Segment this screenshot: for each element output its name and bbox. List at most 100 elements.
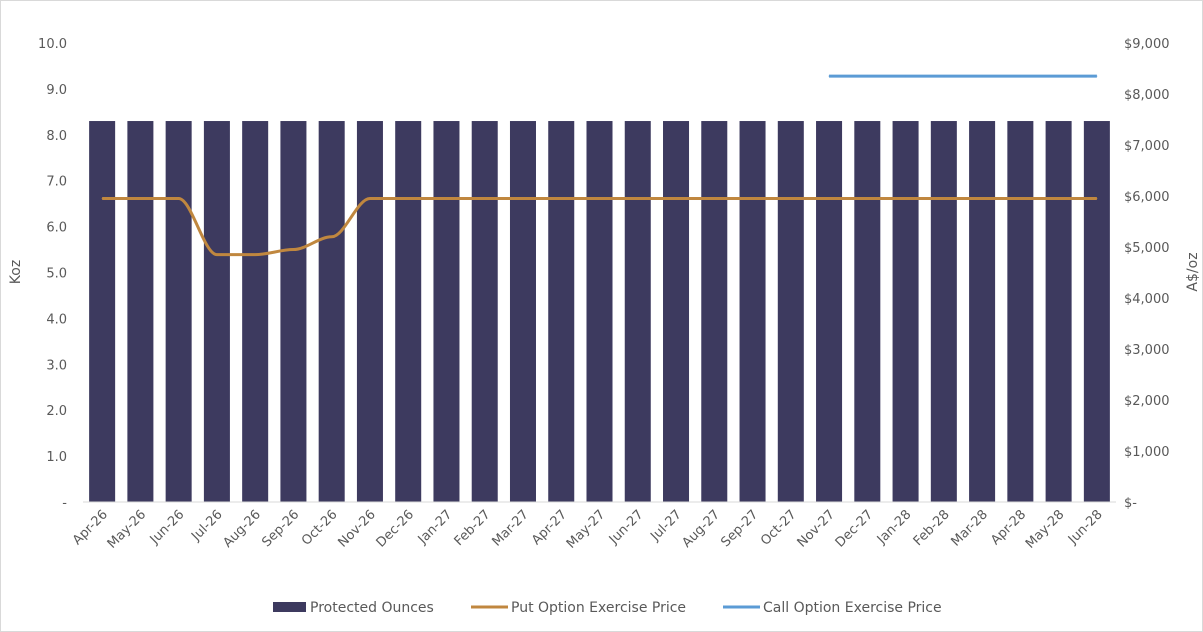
right-tick-label: $9,000 bbox=[1124, 37, 1170, 52]
bar-Jun-28 bbox=[1083, 121, 1110, 502]
line-point-1-Aug-26 bbox=[254, 254, 256, 256]
x-tick-label: Jul-26 bbox=[188, 507, 225, 544]
right-axis-title: A$/oz bbox=[1185, 252, 1201, 291]
line-series-1 bbox=[102, 197, 1097, 257]
line-point-1-Mar-27 bbox=[522, 198, 524, 200]
x-tick-label: May-28 bbox=[1023, 507, 1067, 551]
line-point-1-Jul-26 bbox=[216, 254, 218, 256]
line-point-1-Jun-26 bbox=[178, 198, 180, 200]
left-tick-label: - bbox=[62, 496, 67, 511]
x-tick-label: Jun-27 bbox=[606, 507, 647, 548]
bar-Mar-28 bbox=[969, 121, 996, 502]
bar-Dec-26 bbox=[395, 121, 422, 502]
left-axis-title: Koz bbox=[8, 260, 24, 284]
line-point-1-Sep-27 bbox=[752, 198, 754, 200]
bar-Sep-27 bbox=[739, 121, 766, 502]
line-point-2-Apr-28 bbox=[1019, 75, 1021, 77]
bar-Aug-26 bbox=[242, 121, 269, 502]
bar-Jan-27 bbox=[433, 121, 460, 502]
line-point-1-Dec-26 bbox=[407, 198, 409, 200]
bar-Feb-27 bbox=[471, 121, 498, 502]
right-axis-ticks: $- $1,000 $2,000 $3,000 $4,000 $5,000 $6,000 $7… bbox=[1124, 37, 1170, 511]
line-point-2-Dec-27 bbox=[866, 75, 868, 77]
line-point-1-May-28 bbox=[1058, 198, 1060, 200]
lines-layer bbox=[101, 74, 1098, 257]
left-tick-label: 9.0 bbox=[46, 83, 67, 98]
line-point-1-Oct-26 bbox=[331, 236, 333, 238]
bar-Dec-27 bbox=[854, 121, 881, 502]
x-tick-label: Dec-26 bbox=[374, 507, 417, 550]
left-tick-label: 7.0 bbox=[46, 175, 67, 190]
bar-Oct-26 bbox=[318, 121, 345, 502]
right-tick-label: $- bbox=[1124, 496, 1137, 511]
x-tick-label: Sep-26 bbox=[259, 507, 302, 550]
x-tick-label: Aug-26 bbox=[220, 507, 264, 551]
right-tick-label: $7,000 bbox=[1124, 139, 1170, 154]
bar-May-26 bbox=[127, 121, 154, 502]
bar-Nov-26 bbox=[356, 121, 383, 502]
bar-Jul-27 bbox=[663, 121, 690, 502]
line-point-1-Sep-26 bbox=[292, 249, 294, 251]
x-tick-label: Feb-28 bbox=[911, 507, 953, 549]
line-point-1-Nov-26 bbox=[369, 198, 371, 200]
right-tick-label: $5,000 bbox=[1124, 241, 1170, 256]
bar-May-27 bbox=[586, 121, 613, 502]
left-tick-label: 10.0 bbox=[38, 37, 67, 52]
x-tick-label: Sep-27 bbox=[718, 507, 761, 550]
x-tick-label: Jan-27 bbox=[415, 507, 456, 548]
line-point-1-May-26 bbox=[139, 198, 141, 200]
x-tick-label: Nov-26 bbox=[335, 507, 378, 550]
bar-May-28 bbox=[1045, 121, 1072, 502]
right-tick-label: $2,000 bbox=[1124, 394, 1170, 409]
line-point-1-Feb-28 bbox=[943, 198, 945, 200]
x-tick-label: Aug-27 bbox=[680, 507, 724, 551]
line-point-1-Dec-27 bbox=[866, 198, 868, 200]
x-tick-label: Jun-28 bbox=[1065, 507, 1106, 548]
legend-label-1: Protected Ounces bbox=[310, 600, 434, 616]
bar-Jul-26 bbox=[203, 121, 230, 502]
line-point-1-Mar-28 bbox=[981, 198, 983, 200]
legend-label-3: Call Option Exercise Price bbox=[763, 600, 942, 616]
x-tick-label: Oct-27 bbox=[758, 507, 800, 549]
line-point-1-Jun-28 bbox=[1096, 198, 1098, 200]
legend-swatch-1 bbox=[273, 602, 306, 612]
x-tick-label: Feb-27 bbox=[452, 507, 494, 549]
line-point-1-Jun-27 bbox=[637, 198, 639, 200]
line-point-2-Feb-28 bbox=[943, 75, 945, 77]
x-tick-label: Dec-27 bbox=[833, 507, 876, 550]
bar-Apr-27 bbox=[548, 121, 575, 502]
bar-Sep-26 bbox=[280, 121, 307, 502]
legend-label-2: Put Option Exercise Price bbox=[511, 600, 686, 616]
bar-Jan-28 bbox=[892, 121, 919, 502]
right-tick-label: $6,000 bbox=[1124, 190, 1170, 205]
bar-Apr-28 bbox=[1007, 121, 1034, 502]
line-point-1-Apr-26 bbox=[101, 198, 103, 200]
left-tick-label: 4.0 bbox=[46, 312, 67, 327]
left-tick-label: 1.0 bbox=[46, 450, 67, 465]
line-point-1-Jul-27 bbox=[675, 198, 677, 200]
line-point-1-Jan-28 bbox=[905, 198, 907, 200]
line-point-1-Feb-27 bbox=[484, 198, 486, 200]
x-tick-label: May-27 bbox=[564, 507, 608, 551]
x-tick-label: Nov-27 bbox=[795, 507, 838, 550]
x-tick-label: Jul-27 bbox=[647, 507, 684, 544]
line-point-2-Jun-28 bbox=[1096, 75, 1098, 77]
left-tick-label: 2.0 bbox=[46, 404, 67, 419]
left-tick-label: 3.0 bbox=[46, 358, 67, 373]
line-point-1-May-27 bbox=[599, 198, 600, 200]
bar-Feb-28 bbox=[930, 121, 957, 502]
left-tick-label: 5.0 bbox=[46, 267, 67, 282]
right-tick-label: $8,000 bbox=[1124, 88, 1170, 103]
bars-layer bbox=[89, 121, 1110, 502]
x-tick-label: Jan-28 bbox=[874, 507, 915, 548]
legend: Protected Ounces Put Option Exercise Pric… bbox=[273, 600, 942, 616]
line-point-1-Apr-27 bbox=[560, 198, 562, 200]
x-tick-label: Mar-27 bbox=[489, 507, 531, 549]
bar-Aug-27 bbox=[701, 121, 728, 502]
left-tick-label: 8.0 bbox=[46, 129, 67, 144]
x-tick-label: May-26 bbox=[105, 507, 149, 551]
x-tick-label: Oct-26 bbox=[299, 507, 341, 549]
line-point-1-Nov-27 bbox=[828, 198, 830, 200]
x-tick-label: Mar-28 bbox=[949, 507, 991, 549]
